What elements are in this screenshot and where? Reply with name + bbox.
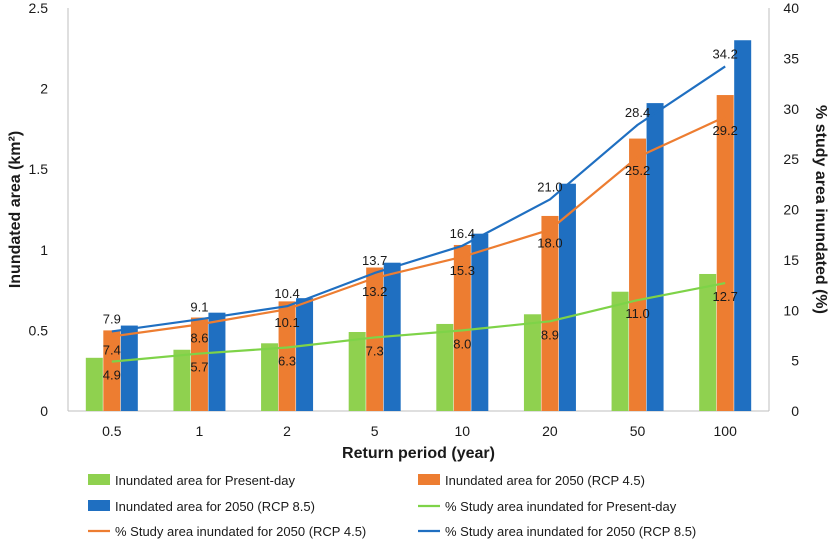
x-tick-label: 5 <box>371 423 379 439</box>
legend-label: Inundated area for 2050 (RCP 4.5) <box>445 473 645 488</box>
bar <box>716 95 734 411</box>
data-label: 15.3 <box>450 263 475 278</box>
bar <box>436 323 454 411</box>
data-label: 7.4 <box>103 342 121 357</box>
data-label: 13.7 <box>362 253 387 268</box>
legend-swatch <box>418 474 440 485</box>
data-label: 7.9 <box>103 311 121 326</box>
bar <box>558 183 576 411</box>
y-tick-label: 0 <box>40 403 48 419</box>
bar <box>523 314 541 411</box>
bar <box>296 298 314 411</box>
data-label: 18.0 <box>537 236 562 251</box>
y2-tick-label: 40 <box>783 0 799 16</box>
legend-swatch <box>88 500 110 511</box>
data-label: 4.9 <box>103 368 121 383</box>
legend: Inundated area for Present-day Inundated … <box>88 473 696 539</box>
y-tick-label: 2.5 <box>29 0 49 16</box>
data-label: 21.0 <box>537 179 562 194</box>
y2-tick-label: 20 <box>783 202 799 218</box>
x-tick-label: 10 <box>455 423 471 439</box>
data-label: 9.1 <box>190 299 208 314</box>
legend-label: % Study area inundated for 2050 (RCP 8.5… <box>445 524 696 539</box>
data-label: 11.0 <box>625 306 649 321</box>
bar <box>699 273 717 411</box>
bar <box>103 330 121 411</box>
data-label: 8.9 <box>541 327 559 342</box>
data-label: 34.2 <box>713 46 738 61</box>
data-label: 28.4 <box>625 105 650 120</box>
y2-axis-title: % study area inundated (%) <box>812 105 829 314</box>
data-label: 5.7 <box>190 360 208 375</box>
y2-tick-label: 10 <box>783 302 799 318</box>
bar <box>85 357 103 411</box>
legend-label: Inundated area for 2050 (RCP 8.5) <box>115 499 315 514</box>
x-tick-label: 20 <box>542 423 558 439</box>
bars <box>85 40 752 412</box>
y-tick-label: 0.5 <box>29 322 49 338</box>
y2-tick-label: 35 <box>783 50 799 66</box>
data-label: 8.0 <box>453 336 471 351</box>
data-label: 6.3 <box>278 354 296 369</box>
y-tick-label: 1 <box>40 242 48 258</box>
data-label: 7.3 <box>366 343 384 358</box>
bar <box>190 317 208 411</box>
bar <box>646 103 664 411</box>
bar <box>348 332 366 411</box>
data-labels: 7.9 9.1 10.4 13.7 16.4 21.0 28.4 34.2 7.4 8.6 10.1… <box>103 46 738 382</box>
y-tick-label: 1.5 <box>29 161 49 177</box>
series-line <box>111 65 726 333</box>
data-label: 29.2 <box>713 123 738 138</box>
legend-swatch <box>88 474 110 485</box>
legend-label: % Study area inundated for 2050 (RCP 4.5… <box>115 524 366 539</box>
bar <box>611 291 629 411</box>
data-label: 10.4 <box>274 286 299 301</box>
bar <box>208 312 226 411</box>
x-tick-label: 1 <box>196 423 204 439</box>
legend-label: % Study area inundated for Present-day <box>445 499 677 514</box>
y-axis-title: Inundated area (km²) <box>7 131 24 288</box>
y2-tick-label: 0 <box>791 403 799 419</box>
series-line <box>111 281 726 363</box>
y-tick-label: 2 <box>40 81 48 97</box>
y2-tick-label: 15 <box>783 252 799 268</box>
bar <box>471 233 489 411</box>
y2-tick-label: 30 <box>783 101 799 117</box>
bar <box>453 244 471 411</box>
y2-tick-label: 25 <box>783 151 799 167</box>
legend-label: Inundated area for Present-day <box>115 473 295 488</box>
data-label: 10.1 <box>274 315 299 330</box>
bar <box>261 343 279 411</box>
bar <box>734 40 752 412</box>
bar <box>173 349 191 411</box>
series-line <box>111 115 726 338</box>
bar <box>366 267 384 411</box>
data-label: 25.2 <box>625 163 650 178</box>
x-tick-label: 0.5 <box>102 423 122 439</box>
x-tick-label: 2 <box>283 423 291 439</box>
bar <box>120 325 138 411</box>
data-label: 8.6 <box>190 330 208 345</box>
bar <box>541 215 559 411</box>
x-axis-title: Return period (year) <box>342 445 495 462</box>
y2-tick-label: 5 <box>791 353 799 369</box>
data-label: 12.7 <box>713 289 738 304</box>
x-tick-label: 100 <box>714 423 738 439</box>
data-label: 13.2 <box>362 284 387 299</box>
bar <box>629 138 647 411</box>
bar <box>278 301 296 411</box>
lines <box>111 65 726 363</box>
data-label: 16.4 <box>450 226 475 241</box>
x-tick-label: 50 <box>630 423 646 439</box>
